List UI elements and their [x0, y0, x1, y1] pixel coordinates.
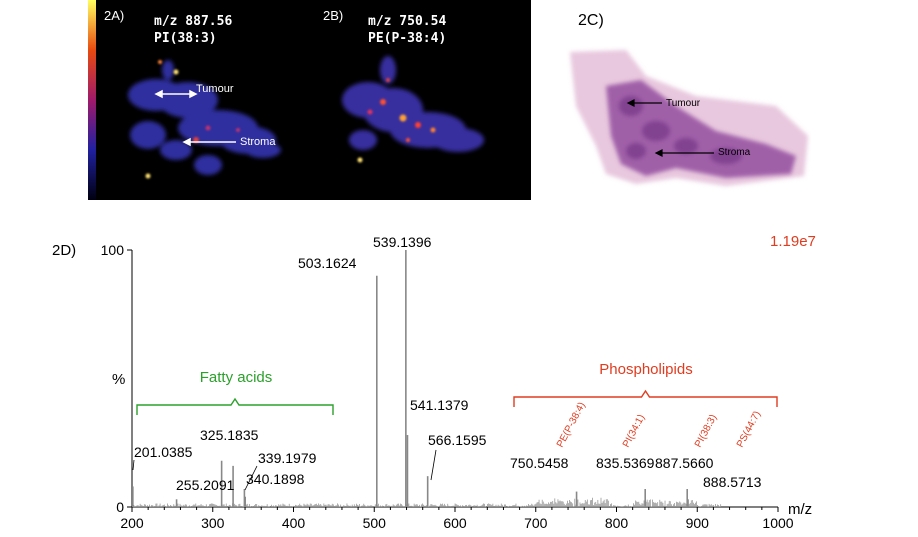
panel-c-stroma-label: Stroma	[718, 147, 751, 158]
fatty-acids-label: Fatty acids	[200, 369, 273, 386]
phospholipids-bracket	[513, 389, 778, 407]
peaks	[132, 250, 689, 507]
x-tick-label: 500	[363, 515, 387, 531]
peak-label: 541.1379	[410, 397, 469, 413]
peak-label: 835.5369	[596, 455, 655, 471]
panel-c-label: 2C)	[578, 12, 604, 29]
peak-label: 255.2091	[176, 477, 235, 493]
msi-images-panel: 2A) m/z 887.56 PI(38:3) Tumour Stroma 2B…	[88, 0, 531, 200]
peak-label: 339.1979	[258, 450, 317, 466]
phospholipid-species-label: PI(38:3)	[693, 413, 719, 450]
histology-tissue	[606, 80, 796, 178]
panel-b-lipid: PE(P-38:4)	[368, 31, 446, 46]
peak-label: 750.5458	[510, 455, 569, 471]
peak-label: 566.1595	[428, 432, 487, 448]
peak-label-leader	[430, 449, 437, 481]
peak-label-leader	[244, 465, 258, 491]
arrow-stroma-a	[182, 137, 236, 147]
phospholipid-species-label: PS(44:7)	[735, 409, 763, 449]
x-tick-label: 900	[686, 515, 710, 531]
panel-c-tumour-label: Tumour	[666, 98, 701, 109]
colour-scale-bar	[88, 0, 96, 200]
arrow-tumour-a	[154, 89, 198, 99]
peak-label: 201.0385	[134, 444, 193, 460]
histology-nests	[619, 96, 742, 164]
peak-label: 888.5713	[703, 474, 762, 490]
histology-arrow-tumour	[626, 99, 662, 107]
peak-label: 340.1898	[246, 471, 305, 487]
peak-label: 539.1396	[373, 234, 432, 250]
fatty-acids-bracket	[136, 397, 334, 415]
x-tick-label: 400	[282, 515, 306, 531]
x-tick-label: 700	[524, 515, 548, 531]
peak-label: 887.5660	[655, 455, 714, 471]
msi-images: 2A) m/z 887.56 PI(38:3) Tumour Stroma 2B…	[88, 0, 484, 200]
histology-arrow-stroma	[654, 149, 714, 157]
phospholipid-species-label: PI(34:1)	[621, 413, 647, 450]
y-tick-label: 0	[116, 499, 124, 515]
x-tick-label: 600	[443, 515, 467, 531]
x-tick-label: 300	[201, 515, 225, 531]
panel-b-label: 2B)	[323, 8, 343, 23]
msi-hotspots-b	[357, 78, 436, 163]
histology-panel: Tumour Stroma	[566, 46, 811, 199]
panel-a-stroma-label: Stroma	[240, 136, 276, 148]
x-tick-label: 1000	[762, 515, 793, 531]
peak-labels: 201.0385 255.2091 325.1835 339.1979 340.1898…	[132, 234, 762, 493]
panel-a-tumour-label: Tumour	[196, 83, 234, 95]
panel-a-lipid: PI(38:3)	[154, 31, 217, 46]
x-axis-label: m/z	[788, 501, 812, 518]
msi-tissue-b	[342, 56, 484, 152]
phospholipids-label: Phospholipids	[599, 361, 692, 378]
y-tick-label: 100	[101, 242, 125, 258]
panel-b-mz: m/z 750.54	[368, 14, 446, 29]
panel-d-label: 2D)	[52, 242, 76, 259]
peak-label: 325.1835	[200, 427, 259, 443]
baseline-noise	[132, 497, 722, 507]
histology-image: Tumour Stroma	[570, 50, 808, 186]
x-tick-label: 800	[605, 515, 629, 531]
phospholipid-species-label: PE(P-38:4)	[555, 401, 588, 450]
y-axis-label: %	[112, 371, 125, 388]
peak-label-leader	[132, 459, 135, 471]
panel-a-label: 2A)	[104, 8, 124, 23]
intensity-label: 1.19e7	[770, 233, 816, 250]
x-tick-label: 200	[120, 515, 144, 531]
panel-a-mz: m/z 887.56	[154, 14, 232, 29]
peak-label: 503.1624	[298, 255, 357, 271]
msi-tissue-a	[128, 60, 281, 175]
